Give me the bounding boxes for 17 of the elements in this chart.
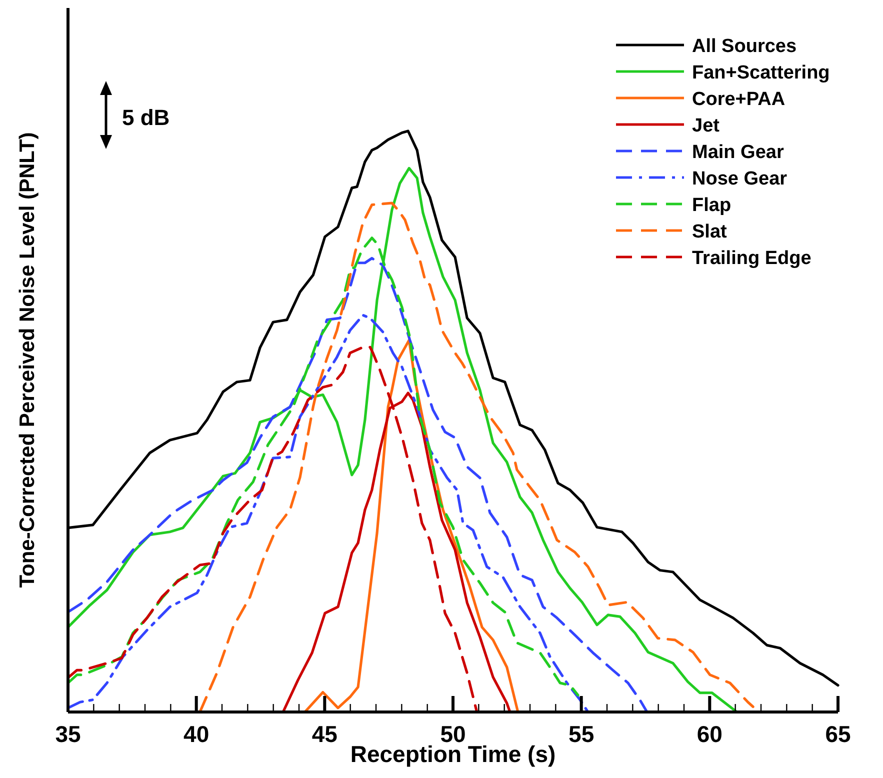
legend-label: Main Gear [692, 142, 784, 163]
x-tick-label: 45 [312, 721, 338, 747]
legend-label: All Sources [692, 36, 797, 57]
y-axis-title: Tone-Corrected Perceived Noise Level (PNLT) [16, 132, 39, 588]
legend-label: Core+PAA [692, 89, 786, 110]
legend-label: Fan+Scattering [692, 62, 830, 84]
x-tick-label: 60 [696, 721, 722, 747]
legend-label: Slat [692, 222, 728, 242]
text: 5 dB [122, 105, 170, 130]
x-tick-label: 35 [55, 721, 81, 747]
x-tick-label: 40 [184, 721, 210, 747]
x-tick-label: 55 [568, 721, 594, 747]
legend-label: Trailing Edge [692, 248, 812, 269]
legend-label: Nose Gear [692, 168, 788, 190]
legend-label: Flap [692, 195, 732, 216]
x-tick-label: 65 [825, 721, 851, 747]
legend-label: Jet [692, 116, 720, 136]
